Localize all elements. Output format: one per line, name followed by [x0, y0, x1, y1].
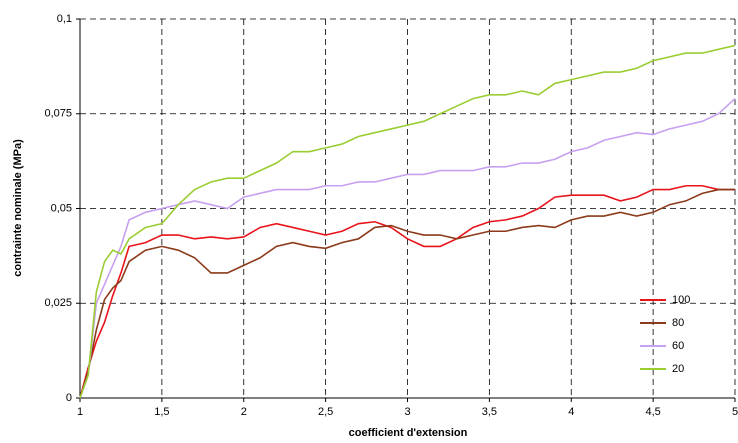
y-tick-label: 0,075: [44, 108, 72, 120]
x-tick-label: 2,5: [318, 406, 333, 418]
legend-label: 20: [672, 363, 684, 375]
data-line: [79, 184, 735, 399]
x-tick-label: 4: [568, 406, 574, 418]
y-tick-label: 0: [66, 392, 72, 404]
x-tick-label: 3,5: [482, 406, 497, 418]
data-line: [79, 44, 736, 399]
x-tick-label: 2: [241, 406, 247, 418]
legend-label: 100: [672, 294, 690, 306]
y-tick-label: 0,05: [51, 202, 72, 214]
x-axis-label: coefficient d'extension: [349, 427, 468, 439]
y-tick-label: 0,1: [57, 13, 72, 25]
x-tick-label: 1: [77, 406, 83, 418]
x-tick-label: 5: [732, 406, 738, 418]
y-axis-label: contrainte nominale (MPa): [12, 139, 24, 277]
data-line: [79, 188, 735, 399]
legend-label: 80: [672, 317, 684, 329]
x-tick-label: 4,5: [645, 406, 660, 418]
x-tick-label: 1,5: [154, 406, 169, 418]
y-tick-label: 0,025: [44, 297, 72, 309]
data-line: [79, 98, 736, 399]
legend-label: 60: [672, 340, 684, 352]
x-tick-label: 3: [404, 406, 410, 418]
